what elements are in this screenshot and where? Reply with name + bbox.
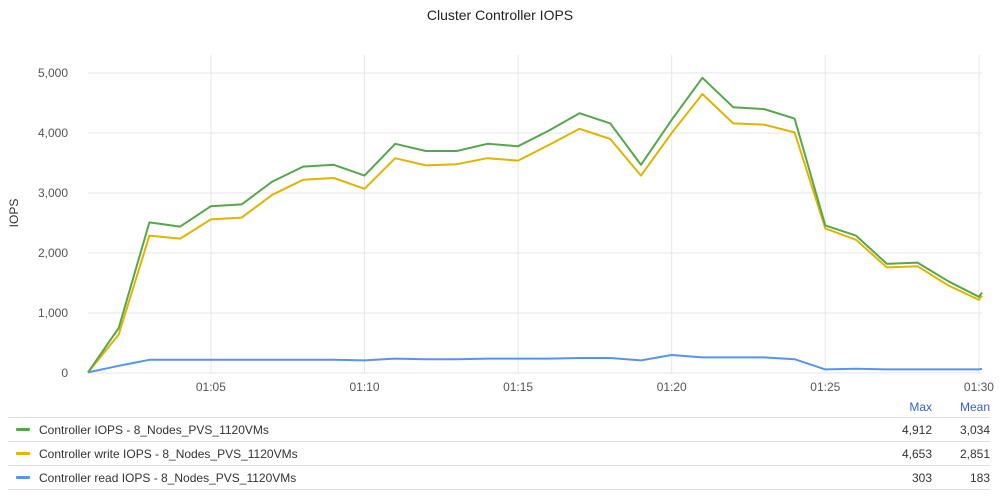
series-lines: [87, 76, 983, 374]
legend-series-name: Controller IOPS - 8_Nodes_PVS_1120VMs: [39, 422, 269, 437]
legend-series-name: Controller read IOPS - 8_Nodes_PVS_1120V…: [39, 470, 297, 485]
legend-item-controller-read-iops[interactable]: Controller read IOPS - 8_Nodes_PVS_1120V…: [8, 465, 990, 490]
x-tick-label: 01:20: [657, 380, 687, 394]
y-tick-label: 4,000: [38, 126, 68, 140]
legend-max-value: 303: [911, 470, 932, 485]
legend-swatch: [16, 428, 30, 431]
x-tick-label: 01:15: [503, 380, 533, 394]
x-tick-label: 01:05: [196, 380, 226, 394]
legend-mean-value: 3,034: [959, 422, 990, 437]
grid-lines: [88, 55, 982, 374]
series-line-2[interactable]: [87, 354, 983, 374]
legend-max-value: 4,653: [901, 446, 932, 461]
series-line-1[interactable]: [87, 93, 983, 374]
x-tick-label: 01:10: [349, 380, 379, 394]
legend-swatch: [16, 452, 30, 455]
line-chart: Cluster Controller IOPS IOPS 0 1,000 2,000…: [7, 7, 994, 394]
max-column-header[interactable]: Max: [909, 400, 932, 414]
y-tick-label: 0: [61, 366, 68, 380]
y-tick-label: 2,000: [38, 246, 68, 260]
legend-mean-value: 2,851: [959, 446, 990, 461]
y-tick-label: 1,000: [38, 306, 68, 320]
x-tick-label: 01:30: [964, 380, 994, 394]
mean-column-header[interactable]: Mean: [959, 400, 990, 414]
legend-swatch: [16, 476, 30, 479]
y-axis-label: IOPS: [7, 199, 21, 228]
legend-max-value: 4,912: [901, 422, 932, 437]
legend-header: Max Mean: [8, 397, 990, 417]
legend-mean-value: 183: [969, 470, 990, 485]
series-line-0[interactable]: [87, 76, 983, 373]
y-axis-ticks: 0 1,000 2,000 3,000 4,000 5,000: [38, 66, 68, 380]
legend-item-controller-iops[interactable]: Controller IOPS - 8_Nodes_PVS_1120VMs 4,…: [8, 417, 990, 441]
legend-table: Max Mean Controller IOPS - 8_Nodes_PVS_1…: [8, 397, 990, 490]
chart-title: Cluster Controller IOPS: [427, 7, 573, 23]
y-tick-label: 3,000: [38, 186, 68, 200]
x-tick-label: 01:25: [810, 380, 840, 394]
legend-series-name: Controller write IOPS - 8_Nodes_PVS_1120…: [39, 446, 298, 461]
x-axis-ticks: 01:05 01:10 01:15 01:20 01:25 01:30: [196, 380, 994, 394]
legend-item-controller-write-iops[interactable]: Controller write IOPS - 8_Nodes_PVS_1120…: [8, 441, 990, 465]
y-tick-label: 5,000: [38, 66, 68, 80]
